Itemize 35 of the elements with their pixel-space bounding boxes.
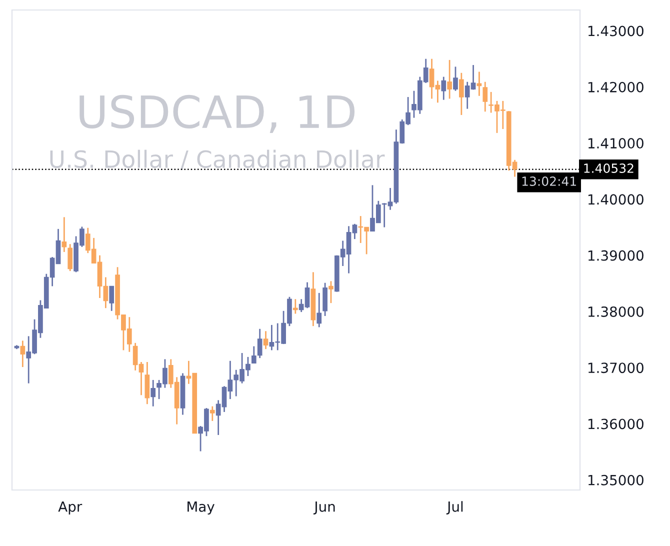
candlestick xyxy=(292,298,298,314)
candlestick xyxy=(322,282,328,317)
y-tick-label: 1.41000 xyxy=(588,138,644,149)
text: 13:02:41 xyxy=(522,176,576,186)
candlestick xyxy=(150,379,156,408)
candlestick xyxy=(441,76,446,101)
y-tick-label: 1.36000 xyxy=(588,418,644,430)
x-tick-label: Jun xyxy=(313,502,335,514)
candlestick xyxy=(476,71,482,97)
candlestick xyxy=(458,72,464,116)
y-tick-label: 1.35000 xyxy=(588,474,644,486)
candlestick xyxy=(328,280,334,304)
y-tick-label: 1.40000 xyxy=(588,194,644,205)
candlestick xyxy=(62,216,67,253)
candlestick xyxy=(482,81,488,112)
y-tick-label: 1.37000 xyxy=(588,362,644,374)
candlestick xyxy=(20,340,26,368)
candlestick xyxy=(263,330,268,350)
candlestick xyxy=(316,292,322,328)
candlestick xyxy=(447,59,452,100)
y-tick-label: 1.38000 xyxy=(588,306,644,317)
x-tick-label: May xyxy=(188,502,214,515)
y-tick-label: 1.42000 xyxy=(588,82,644,92)
ref-line-label: 1.40532 xyxy=(584,164,634,173)
candlestick xyxy=(109,286,114,312)
x-tick-label: Jul xyxy=(446,501,463,514)
y-tick-label: 1.43000 xyxy=(588,26,644,36)
candlestick xyxy=(251,346,256,364)
candlestick xyxy=(210,406,215,422)
candlestick xyxy=(68,243,73,272)
candlestick xyxy=(257,328,262,359)
x-tick-label: Apr xyxy=(58,502,82,515)
y-tick-label: 1.39000 xyxy=(588,250,644,261)
candlestick xyxy=(144,361,150,405)
candlestick xyxy=(453,66,458,92)
